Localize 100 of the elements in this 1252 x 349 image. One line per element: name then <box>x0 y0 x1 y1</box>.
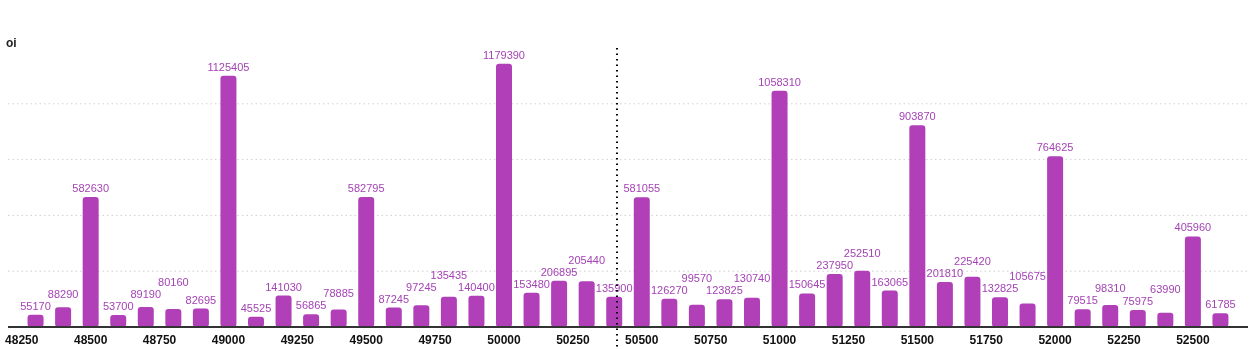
bar <box>303 314 320 327</box>
x-tick-label: 50000 <box>487 333 522 347</box>
bar <box>799 293 816 327</box>
bar <box>716 299 733 327</box>
x-tick-label: 52000 <box>1038 333 1073 347</box>
x-tick-label: 48750 <box>142 333 177 347</box>
x-tick-label: 51250 <box>831 333 866 347</box>
x-tick-label: 49750 <box>418 333 453 347</box>
bar <box>992 297 1008 327</box>
x-tick-label: 48500 <box>73 333 108 347</box>
bar <box>468 295 485 327</box>
data-label: 135900 <box>595 281 633 294</box>
chart-title: oi <box>6 36 17 50</box>
x-tick-label: 49000 <box>211 333 246 347</box>
x-tick-label: 52250 <box>1107 333 1142 347</box>
data-label: 1179390 <box>482 48 526 61</box>
bar <box>55 307 72 327</box>
data-label: 88290 <box>47 287 79 300</box>
data-label: 98310 <box>1094 282 1126 295</box>
data-label: 582795 <box>347 181 385 194</box>
data-label: 130740 <box>733 272 771 285</box>
data-label: 237950 <box>816 258 854 271</box>
data-label: 82695 <box>185 293 217 306</box>
data-label: 61785 <box>1205 298 1236 311</box>
data-label: 1058310 <box>758 75 801 88</box>
bar <box>1212 313 1229 327</box>
bar <box>82 196 99 327</box>
x-tick-label: 50750 <box>693 333 728 347</box>
bar <box>358 196 375 327</box>
data-label: 205440 <box>568 253 606 266</box>
bar <box>1074 309 1091 327</box>
data-label: 126270 <box>650 283 688 296</box>
bar <box>578 281 595 327</box>
data-label: 132825 <box>981 282 1019 295</box>
bar <box>688 304 705 327</box>
data-label: 53700 <box>102 300 134 313</box>
x-tick-label: 52500 <box>1176 333 1210 347</box>
data-label: 56865 <box>295 299 327 312</box>
data-label: 89190 <box>130 288 162 301</box>
bar <box>744 297 760 327</box>
bar <box>1157 312 1174 327</box>
data-label: 225420 <box>954 254 991 267</box>
bar <box>1047 156 1064 327</box>
x-tick-label: 48250 <box>5 333 39 347</box>
x-tick-label: 51000 <box>762 333 797 347</box>
data-label: 163065 <box>871 275 909 288</box>
bar <box>137 307 154 327</box>
x-tick-label: 49250 <box>280 333 315 347</box>
bar <box>1129 310 1146 327</box>
bar <box>330 309 347 327</box>
data-label: 582630 <box>72 181 110 194</box>
bar <box>936 281 953 327</box>
bar <box>771 90 788 327</box>
data-label: 405960 <box>1174 221 1212 234</box>
data-label: 1125405 <box>207 60 250 73</box>
data-label: 153480 <box>513 277 550 290</box>
bar <box>881 290 898 327</box>
bar <box>413 305 430 327</box>
data-label: 45525 <box>240 301 272 314</box>
data-label: 140400 <box>458 280 495 293</box>
data-label: 78885 <box>323 287 354 300</box>
bar <box>661 298 678 327</box>
bar <box>220 75 237 327</box>
x-tick-label: 51500 <box>900 333 935 347</box>
x-tick-label: 50500 <box>625 333 659 347</box>
data-label: 903870 <box>898 110 936 123</box>
data-label: 63990 <box>1150 283 1181 296</box>
data-label: 55170 <box>20 299 51 312</box>
data-label: 97245 <box>406 280 437 293</box>
bar <box>275 295 292 327</box>
bar <box>964 276 981 327</box>
data-label: 75975 <box>1122 295 1154 308</box>
data-label: 105675 <box>1009 270 1046 283</box>
bar <box>854 270 871 327</box>
bar <box>1019 303 1036 327</box>
bar <box>551 280 568 327</box>
data-label: 99570 <box>681 271 713 284</box>
x-tick-label: 51750 <box>969 333 1004 347</box>
data-label: 80160 <box>158 276 189 289</box>
bar <box>496 63 512 327</box>
bar <box>1184 236 1201 327</box>
data-label: 135435 <box>430 268 468 281</box>
data-label: 150645 <box>788 278 826 291</box>
x-tick-label: 50250 <box>556 333 590 347</box>
bar <box>110 315 127 327</box>
data-label: 123825 <box>706 284 743 297</box>
data-label: 581055 <box>623 182 661 195</box>
bar <box>523 292 540 327</box>
bar <box>606 296 623 327</box>
data-label: 206895 <box>540 265 578 278</box>
bar <box>633 197 650 327</box>
bar <box>165 309 182 327</box>
bar <box>909 125 926 327</box>
data-label: 79515 <box>1067 294 1098 307</box>
bar <box>192 308 209 327</box>
x-tick-label: 49500 <box>349 333 384 347</box>
data-label: 141030 <box>265 280 302 293</box>
data-label: 764625 <box>1036 141 1074 154</box>
bar <box>385 307 402 327</box>
data-label: 87245 <box>378 292 410 305</box>
